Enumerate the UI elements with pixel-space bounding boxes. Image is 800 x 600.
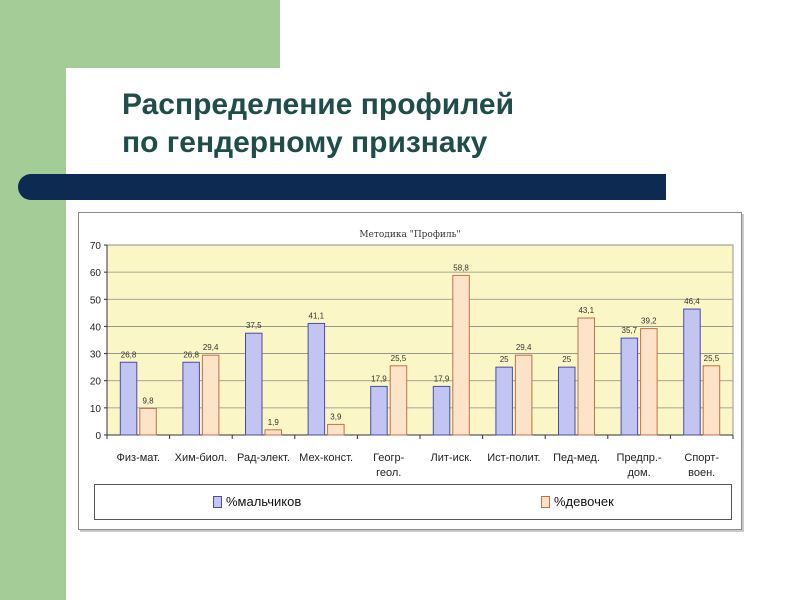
x-tick-label-0: Физ-мат. xyxy=(117,452,161,464)
data-label-girls-2: 1,9 xyxy=(268,418,280,427)
chart-legend: %мальчиков %девочек xyxy=(94,484,732,520)
y-tick-label-70: 70 xyxy=(90,241,102,252)
data-label-boys-4: 17,9 xyxy=(371,374,387,383)
data-label-girls-7: 43,1 xyxy=(578,306,594,315)
data-label-girls-4: 25,5 xyxy=(391,354,407,363)
x-tick-label-8: Предпр.- xyxy=(617,452,662,464)
bar-boys-9 xyxy=(683,308,701,436)
data-label-girls-9: 25,5 xyxy=(704,354,720,363)
legend-item-boys: %мальчиков xyxy=(213,494,301,509)
slide-title-line-2: по гендерному признаку xyxy=(122,126,488,159)
bar-girls-3 xyxy=(327,423,345,436)
bar-girls-4 xyxy=(389,365,408,436)
y-tick-label-50: 50 xyxy=(90,295,102,306)
data-label-girls-8: 39,2 xyxy=(641,317,657,326)
bar-girls-1 xyxy=(201,354,220,436)
bar-boys-1 xyxy=(182,361,200,436)
bar-boys-8 xyxy=(620,337,639,436)
legend-swatch-boys xyxy=(213,495,222,508)
legend-item-girls: %девочек xyxy=(541,494,614,509)
data-label-girls-3: 3,9 xyxy=(330,412,342,421)
data-label-boys-0: 26,8 xyxy=(121,350,137,359)
data-label-girls-5: 58,8 xyxy=(453,263,469,272)
y-tick-label-0: 0 xyxy=(95,431,101,442)
x-tick-label-6: Ист-полит. xyxy=(487,452,540,464)
y-tick-label-60: 60 xyxy=(90,268,102,279)
green-side-band xyxy=(0,0,66,600)
y-tick-label-40: 40 xyxy=(90,322,102,333)
bar-girls-7 xyxy=(577,317,595,436)
x-tick-label-2: Рад-элект. xyxy=(237,452,290,464)
x-tick-label-4: Геогр- xyxy=(373,452,405,464)
legend-swatch-girls xyxy=(541,495,550,508)
x-tick-label-7: Пед-мед. xyxy=(553,452,600,464)
slide-title: Распределение профилей по гендерному при… xyxy=(122,86,514,162)
data-label-boys-9: 46,4 xyxy=(684,297,700,306)
x-tick-label-9: Спорт- xyxy=(684,452,719,464)
bar-girls-2 xyxy=(264,429,282,436)
data-label-girls-0: 9,8 xyxy=(142,396,154,405)
data-label-boys-2: 37,5 xyxy=(246,321,262,330)
x-tick-label-9-line-2: воен. xyxy=(688,467,715,479)
slide-title-line-1: Распределение профилей xyxy=(122,88,515,121)
x-tick-label-4-line-2: геол. xyxy=(376,467,401,479)
bar-boys-0 xyxy=(119,361,138,436)
title-underline-bar xyxy=(18,174,666,200)
data-label-boys-3: 41,1 xyxy=(309,311,325,320)
bar-boys-5 xyxy=(432,385,451,436)
legend-label-boys: %мальчиков xyxy=(226,494,302,509)
y-tick-label-20: 20 xyxy=(90,377,102,388)
bar-girls-9 xyxy=(702,365,721,436)
y-tick-label-30: 30 xyxy=(90,350,102,361)
bar-boys-4 xyxy=(370,385,388,436)
bar-boys-2 xyxy=(245,332,263,436)
data-label-boys-5: 17,9 xyxy=(434,374,450,383)
chart-title: Методика "Профиль" xyxy=(359,230,460,240)
bar-girls-6 xyxy=(514,354,533,436)
legend-label-girls: %девочек xyxy=(554,494,614,509)
data-label-boys-7: 25 xyxy=(562,355,571,364)
x-tick-label-3: Мех-конст. xyxy=(299,452,353,464)
x-tick-label-1: Хим-биол. xyxy=(175,452,228,464)
green-top-band xyxy=(66,0,280,68)
plot-area xyxy=(106,244,734,436)
data-label-girls-6: 29,4 xyxy=(516,343,532,352)
bar-girls-0 xyxy=(139,407,157,436)
data-label-girls-1: 29,4 xyxy=(203,343,219,352)
data-label-boys-8: 35,7 xyxy=(622,326,638,335)
bar-girls-5 xyxy=(452,274,470,436)
bar-boys-3 xyxy=(307,322,326,436)
data-label-boys-1: 26,8 xyxy=(183,350,199,359)
x-tick-label-8-line-2: дом. xyxy=(628,467,651,479)
data-label-boys-6: 25 xyxy=(500,355,509,364)
bar-boys-7 xyxy=(558,366,576,436)
bar-girls-8 xyxy=(640,328,658,436)
x-tick-label-5: Лит-иск. xyxy=(431,452,473,464)
bar-boys-6 xyxy=(495,366,513,436)
y-tick-label-10: 10 xyxy=(90,404,102,415)
